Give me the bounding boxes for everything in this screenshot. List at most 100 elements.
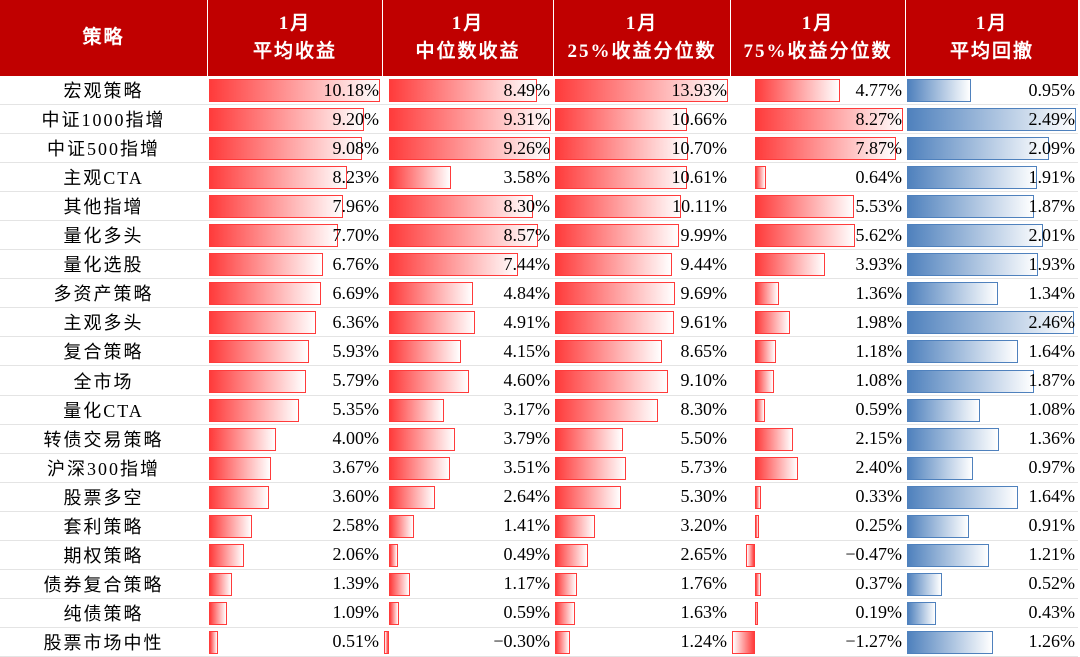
data-bar <box>754 282 780 306</box>
strategy-name: 沪深300指增 <box>0 454 207 483</box>
value-cell: 2.64% <box>382 483 553 512</box>
data-bar <box>555 456 627 480</box>
value-label: 1.87% <box>1028 195 1076 216</box>
data-bar <box>907 79 972 103</box>
value-label: 2.65% <box>680 544 728 565</box>
value-label: 2.58% <box>332 515 380 536</box>
value-cell: 10.70% <box>553 134 730 164</box>
value-label: 4.00% <box>332 428 380 449</box>
value-label: 0.59% <box>503 602 551 623</box>
data-bar <box>754 398 766 422</box>
value-label: 10.61% <box>671 166 728 187</box>
header-name: 平均回撤 <box>949 41 1034 62</box>
value-cell: 9.20% <box>207 105 382 135</box>
value-label: 8.27% <box>855 108 903 129</box>
data-bar <box>209 195 343 219</box>
value-cell: 1.18% <box>730 337 905 367</box>
data-bar <box>907 224 1044 248</box>
data-bar <box>907 166 1037 190</box>
value-cell: 7.87% <box>730 134 905 164</box>
value-label: 8.30% <box>503 195 551 216</box>
value-label: 4.91% <box>503 311 551 332</box>
strategy-name: 债券复合策略 <box>0 570 207 599</box>
value-cell: 1.36% <box>905 425 1078 454</box>
value-cell: 1.41% <box>382 512 553 541</box>
value-cell: 6.76% <box>207 250 382 280</box>
value-label: 1.36% <box>1028 428 1076 449</box>
value-label: 0.43% <box>1028 602 1076 623</box>
data-bar <box>209 253 323 277</box>
value-label: 5.62% <box>855 224 903 245</box>
value-label: 0.25% <box>855 515 903 536</box>
data-bar <box>389 340 462 364</box>
header-name: 25%收益分位数 <box>567 41 717 62</box>
value-cell: 1.93% <box>905 250 1078 280</box>
value-cell: 9.08% <box>207 134 382 164</box>
value-label: −0.47% <box>845 544 902 565</box>
strategy-name: 多资产策略 <box>0 279 207 309</box>
data-bar <box>389 195 534 219</box>
value-cell: 1.08% <box>905 396 1078 425</box>
strategy-name: 套利策略 <box>0 512 207 541</box>
data-bar <box>907 427 1000 451</box>
data-bar <box>754 340 776 364</box>
data-bar <box>389 398 445 422</box>
value-label: 6.69% <box>332 282 380 303</box>
value-label: 0.64% <box>855 166 903 187</box>
value-label: 0.33% <box>855 486 903 507</box>
strategy-name: 股票多空 <box>0 483 207 512</box>
value-label: 3.79% <box>503 428 551 449</box>
value-cell: 1.87% <box>905 367 1078 396</box>
value-label: 9.99% <box>680 224 728 245</box>
value-label: 0.97% <box>1028 457 1076 478</box>
value-label: 1.39% <box>332 573 380 594</box>
value-label: 5.35% <box>332 399 380 420</box>
value-cell: 9.31% <box>382 105 553 135</box>
data-bar <box>389 514 414 538</box>
data-bar <box>907 630 993 654</box>
value-label: 4.60% <box>503 370 551 391</box>
value-label: 1.63% <box>680 602 728 623</box>
data-bar <box>754 108 903 132</box>
data-bar <box>555 398 659 422</box>
value-cell: 1.91% <box>905 163 1078 193</box>
value-label: 1.87% <box>1028 370 1076 391</box>
value-cell: 4.91% <box>382 308 553 338</box>
value-cell: 4.00% <box>207 425 382 454</box>
value-cell: 4.60% <box>382 367 553 396</box>
value-cell: 0.19% <box>730 599 905 628</box>
header-cell: 1月 75%收益分位数 <box>731 0 905 76</box>
value-cell: 2.40% <box>730 454 905 483</box>
data-bar <box>555 282 676 306</box>
data-bar <box>555 572 577 596</box>
value-label: 1.64% <box>1028 486 1076 507</box>
value-label: 1.21% <box>1028 544 1076 565</box>
value-cell: 0.51% <box>207 628 382 657</box>
value-cell: 0.37% <box>730 570 905 599</box>
value-label: 1.64% <box>1028 340 1076 361</box>
value-label: 1.09% <box>332 602 380 623</box>
value-cell: 2.09% <box>905 134 1078 164</box>
value-cell: 1.09% <box>207 599 382 628</box>
value-label: 4.77% <box>855 79 903 100</box>
value-cell: 7.96% <box>207 192 382 222</box>
data-bar <box>555 340 663 364</box>
value-cell: 7.70% <box>207 221 382 251</box>
value-label: 3.93% <box>855 253 903 274</box>
value-label: 5.50% <box>680 428 728 449</box>
data-bar <box>209 427 277 451</box>
value-cell: 8.57% <box>382 221 553 251</box>
value-cell: 0.95% <box>905 76 1078 106</box>
data-bar <box>907 514 969 538</box>
strategy-name: 复合策略 <box>0 337 207 367</box>
data-bar <box>555 630 571 654</box>
value-label: 9.61% <box>680 311 728 332</box>
data-bar <box>907 398 981 422</box>
value-label: 1.36% <box>855 282 903 303</box>
value-cell: 1.08% <box>730 367 905 396</box>
data-bar <box>754 195 854 219</box>
value-label: 1.17% <box>503 573 551 594</box>
data-bar <box>732 630 755 654</box>
value-cell: 0.33% <box>730 483 905 512</box>
value-label: 6.76% <box>332 253 380 274</box>
